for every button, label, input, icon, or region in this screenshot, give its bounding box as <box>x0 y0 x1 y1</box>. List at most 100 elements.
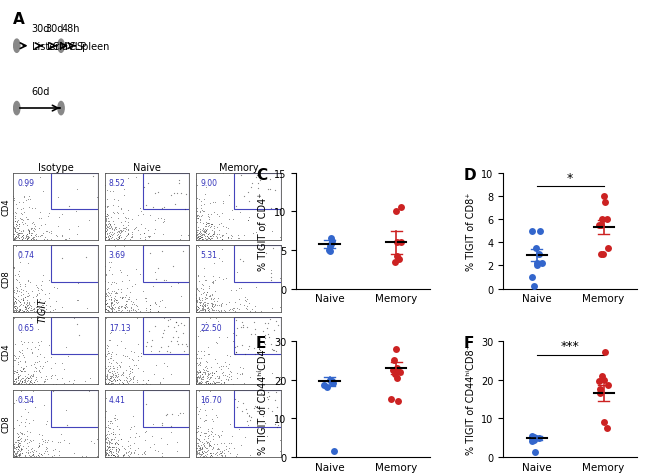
Point <box>12 361 23 368</box>
Point <box>598 250 608 258</box>
Point <box>255 407 265 414</box>
Point <box>20 339 30 347</box>
Point <box>103 224 113 231</box>
Point <box>216 452 226 459</box>
Point <box>231 203 241 210</box>
Point <box>205 387 215 395</box>
Point <box>101 292 111 300</box>
Point <box>11 229 21 237</box>
Point <box>127 366 137 373</box>
Point <box>36 374 46 381</box>
Point <box>224 299 234 307</box>
Point <box>14 450 24 457</box>
Point <box>144 327 154 335</box>
Point <box>192 428 202 436</box>
Point <box>25 196 36 203</box>
Point <box>260 320 270 327</box>
Point <box>259 339 270 347</box>
Point <box>32 303 43 311</box>
Text: 0.54: 0.54 <box>18 396 34 405</box>
Point <box>31 303 41 311</box>
Point <box>105 419 115 427</box>
Point <box>102 300 112 307</box>
Point <box>254 262 265 269</box>
Point <box>21 300 31 308</box>
Point <box>198 306 208 314</box>
Point <box>328 380 339 387</box>
Point <box>113 234 124 242</box>
Point <box>103 230 114 238</box>
Point <box>18 375 29 383</box>
Point <box>14 353 25 360</box>
Point <box>211 232 222 240</box>
Point <box>215 449 226 456</box>
Point <box>40 358 51 366</box>
Point <box>203 282 214 290</box>
Point <box>129 450 139 457</box>
Point <box>183 231 194 239</box>
Point <box>54 448 64 456</box>
Point <box>23 277 33 284</box>
Point <box>30 205 40 213</box>
Point <box>192 370 202 378</box>
Point <box>196 448 207 456</box>
Point <box>12 368 23 376</box>
Point <box>270 397 280 404</box>
Point <box>131 174 142 182</box>
Point <box>14 451 24 459</box>
Point <box>72 279 83 287</box>
Point <box>209 259 219 267</box>
Point <box>209 370 219 377</box>
Point <box>109 452 119 459</box>
Point <box>218 380 229 387</box>
Point <box>195 228 205 235</box>
Point <box>237 370 247 377</box>
Point <box>111 280 122 288</box>
Point <box>10 296 21 303</box>
Point <box>101 434 111 442</box>
Point <box>193 234 203 241</box>
Point <box>133 305 143 313</box>
Point <box>17 219 27 227</box>
Point <box>110 377 120 385</box>
Point <box>116 307 126 315</box>
Point <box>196 448 207 456</box>
Point <box>112 298 123 306</box>
Point <box>112 236 122 243</box>
Point <box>124 367 135 375</box>
Point <box>172 190 182 198</box>
Point <box>213 446 224 453</box>
Point <box>16 233 27 240</box>
Point <box>112 363 122 371</box>
Point <box>26 236 36 244</box>
Point <box>107 365 118 372</box>
Point <box>121 300 131 308</box>
Point <box>111 447 121 455</box>
Point <box>12 448 22 456</box>
Point <box>201 380 211 388</box>
Point <box>200 232 211 240</box>
Point <box>112 371 123 378</box>
Point <box>196 198 206 206</box>
Point <box>217 300 228 307</box>
Point <box>232 369 242 377</box>
Point <box>107 304 118 311</box>
Point <box>211 451 222 459</box>
Point <box>23 374 33 382</box>
Point <box>44 295 54 303</box>
Point <box>239 379 250 387</box>
Text: 0.74: 0.74 <box>18 251 34 260</box>
Point <box>232 403 242 411</box>
Point <box>199 227 209 234</box>
Point <box>161 277 172 285</box>
Point <box>114 446 124 453</box>
Point <box>116 358 126 366</box>
Point <box>192 212 202 219</box>
Point <box>37 278 47 285</box>
Point <box>127 232 137 240</box>
Point <box>16 228 26 235</box>
Point <box>101 449 111 456</box>
Point <box>207 444 218 451</box>
Point <box>108 451 118 458</box>
Point <box>104 218 114 225</box>
